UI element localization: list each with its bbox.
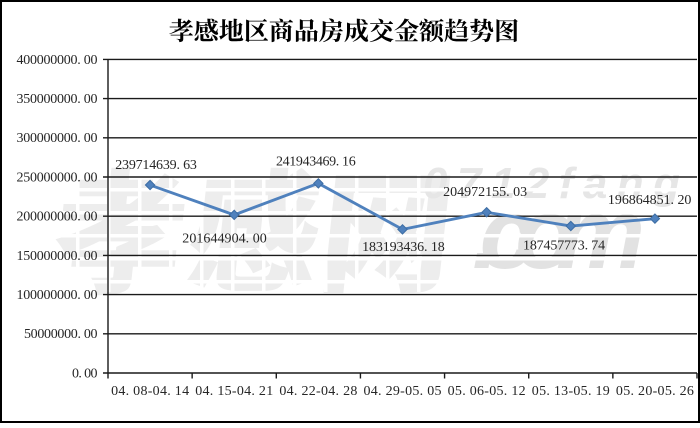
svg-text:400000000. 00: 400000000. 00	[17, 53, 98, 68]
svg-text:100000000. 00: 100000000. 00	[17, 288, 98, 303]
svg-text:05. 06-05. 12: 05. 06-05. 12	[448, 384, 526, 399]
svg-text:196864851. 20: 196864851. 20	[608, 193, 692, 208]
svg-text:04. 22-04. 28: 04. 22-04. 28	[279, 384, 357, 399]
svg-text:183193436. 18: 183193436. 18	[362, 240, 445, 255]
svg-text:350000000. 00: 350000000. 00	[17, 92, 98, 107]
svg-text:150000000. 00: 150000000. 00	[17, 249, 98, 264]
svg-text:241943469. 16: 241943469. 16	[276, 155, 356, 170]
svg-text:05. 13-05. 19: 05. 13-05. 19	[532, 384, 610, 399]
svg-text:204972155. 03: 204972155. 03	[443, 185, 527, 200]
svg-text:187457773. 74: 187457773. 74	[523, 239, 605, 254]
svg-text:50000000. 00: 50000000. 00	[24, 327, 98, 342]
svg-text:0. 00: 0. 00	[72, 366, 98, 381]
svg-text:04. 29-05. 05: 04. 29-05. 05	[364, 384, 442, 399]
svg-text:04. 15-04. 21: 04. 15-04. 21	[195, 384, 273, 399]
svg-text:239714639. 63: 239714639. 63	[115, 158, 197, 173]
svg-text:04. 08-04. 14: 04. 08-04. 14	[111, 384, 189, 399]
svg-text:05. 20-05. 26: 05. 20-05. 26	[616, 384, 694, 399]
svg-text:201644904. 00: 201644904. 00	[182, 231, 266, 246]
svg-text:300000000. 00: 300000000. 00	[17, 131, 98, 146]
svg-text:250000000. 00: 250000000. 00	[17, 170, 98, 185]
svg-text:200000000. 00: 200000000. 00	[17, 210, 98, 225]
